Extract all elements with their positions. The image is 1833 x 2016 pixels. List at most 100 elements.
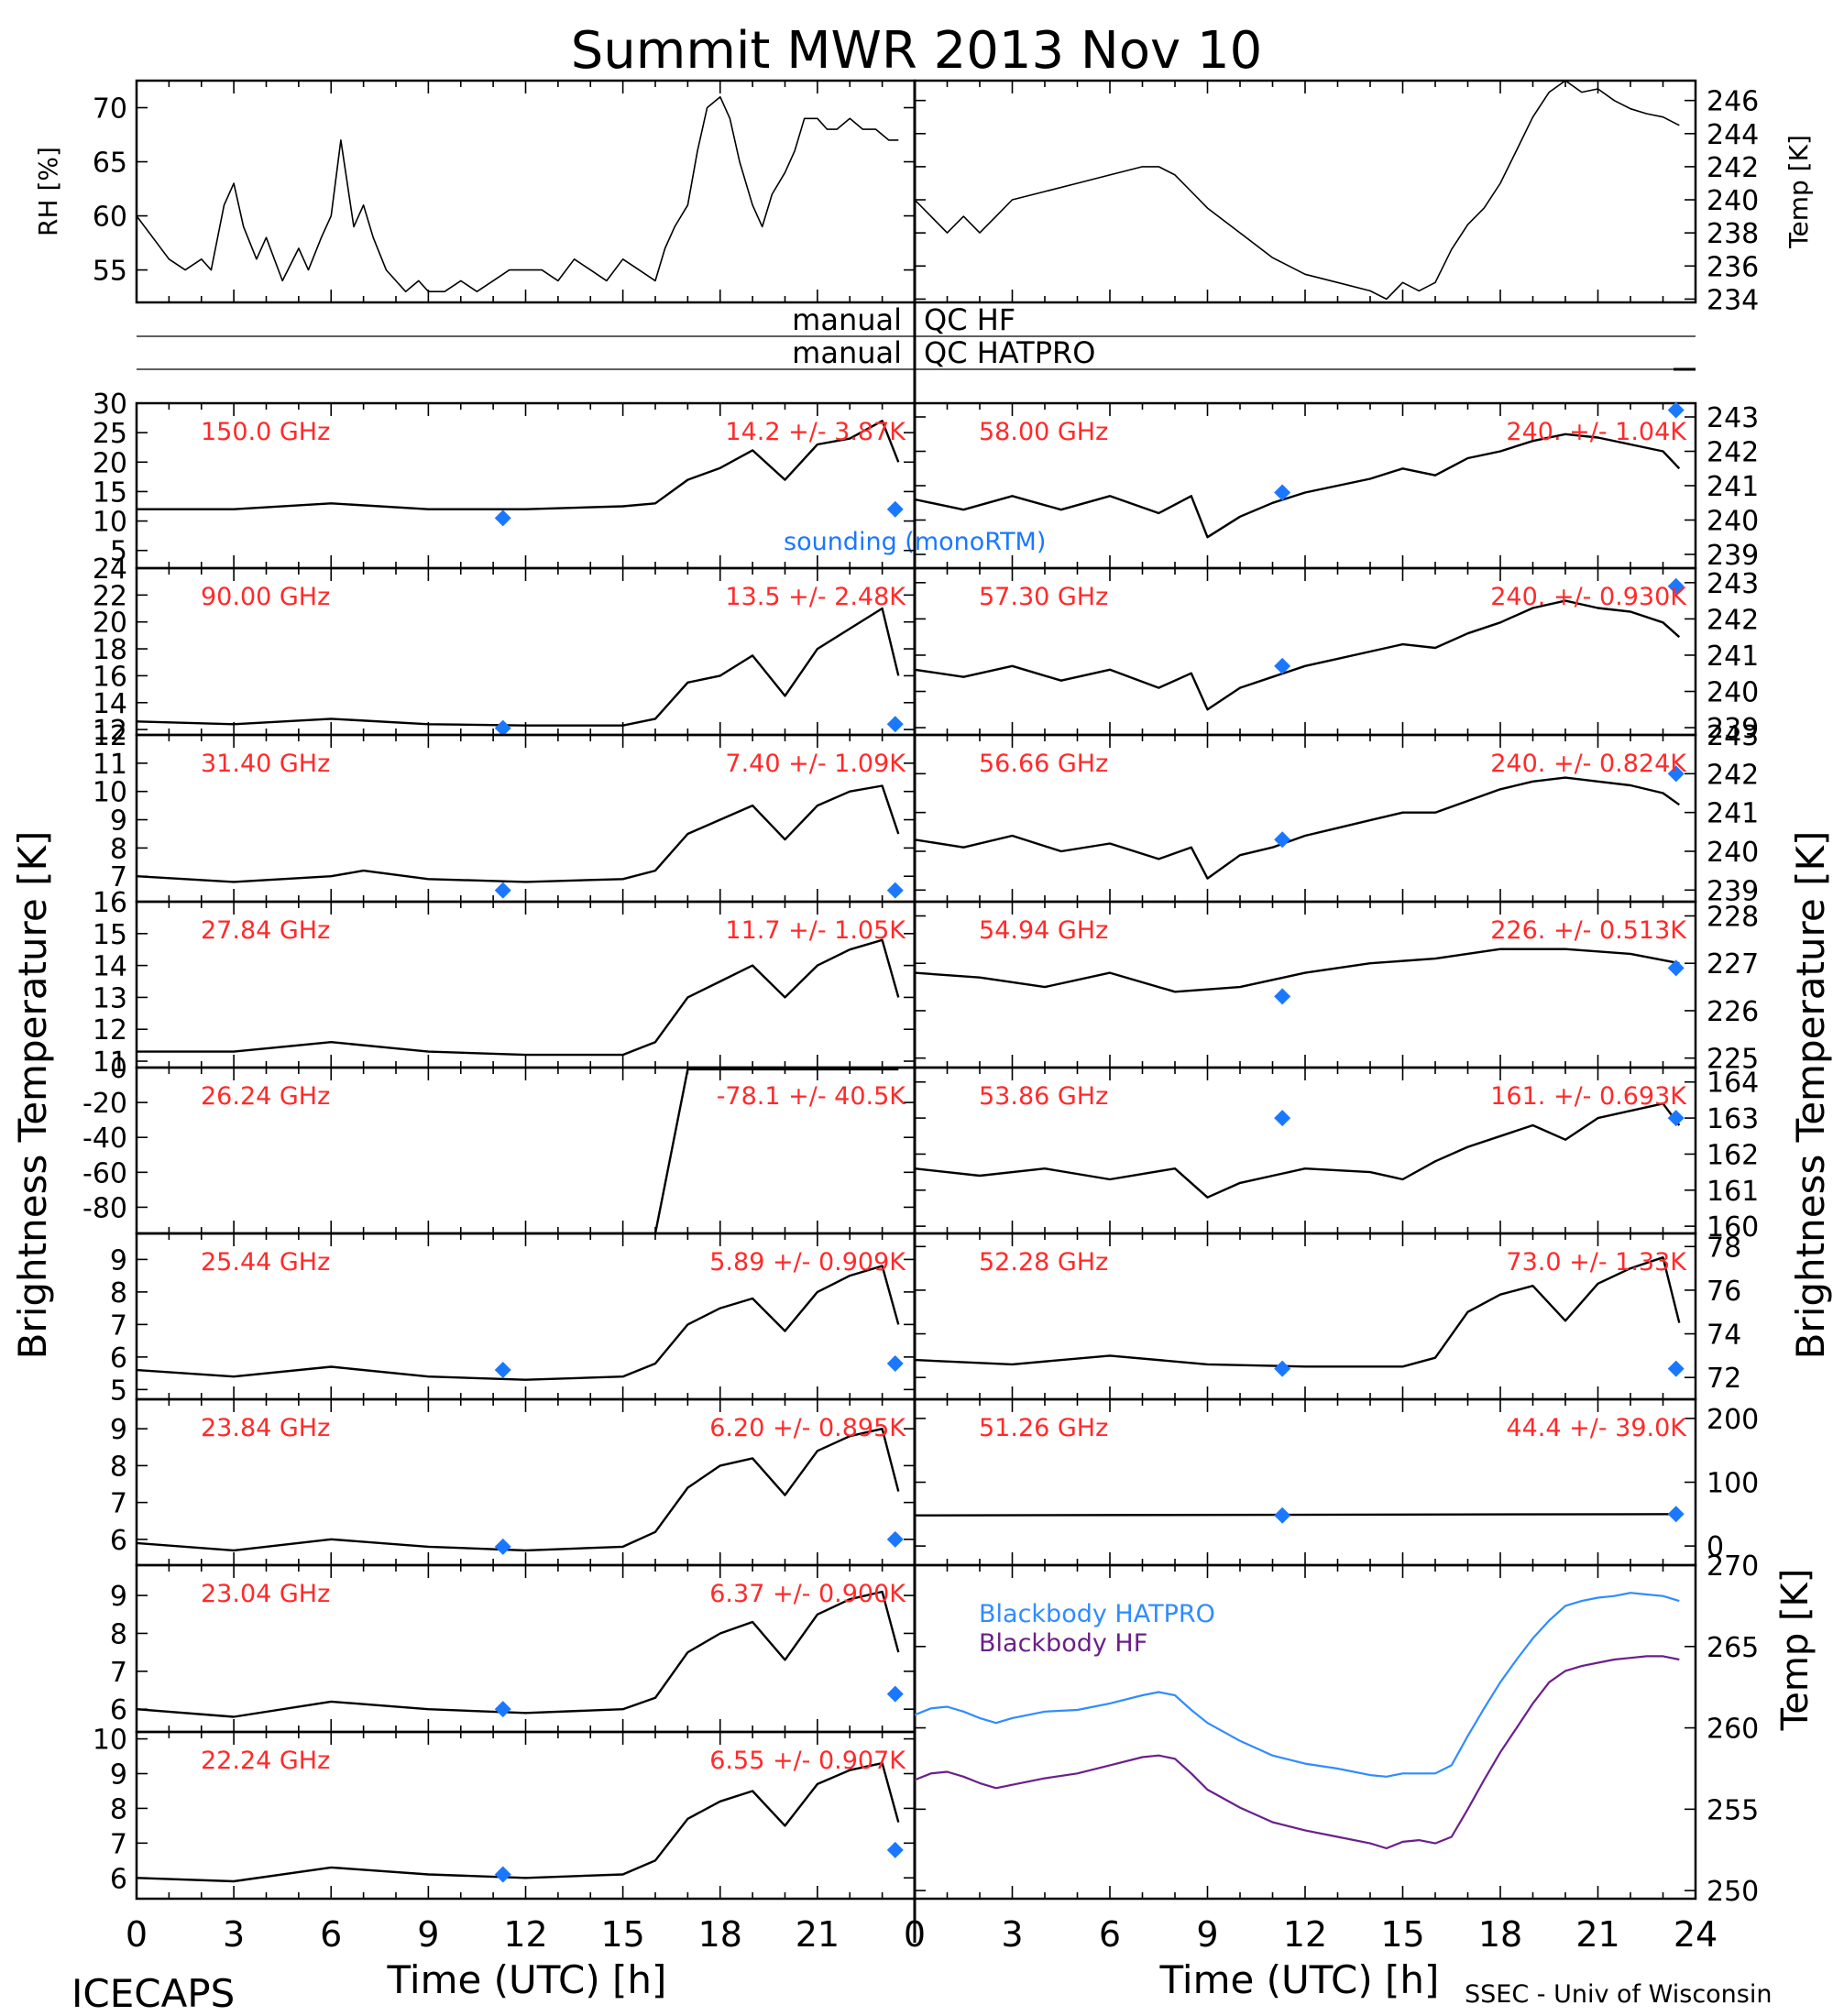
channel-right-5-ytick-label: 78 xyxy=(1707,1232,1741,1264)
channel-right-2-stat-label: 240. +/- 0.824K xyxy=(1490,750,1687,778)
x-tick-label-left: 0 xyxy=(126,1914,148,1955)
channel-right-5-panel: 72 74 76 78 52.28 GHz 73.0 +/- 1.33K xyxy=(913,1232,1741,1401)
channel-right-4-ytick-label: 162 xyxy=(1707,1139,1759,1171)
channel-right-1-series-line xyxy=(914,599,1681,711)
channel-left-5-freq-label: 25.44 GHz xyxy=(201,1248,330,1276)
x-tick-label-right: 24 xyxy=(1674,1914,1718,1955)
channel-left-1-ytick-label: 18 xyxy=(93,634,127,666)
channel-right-0-series-line xyxy=(914,433,1681,539)
channel-right-3-ytick-label: 228 xyxy=(1707,902,1759,934)
rh-ytick-label: 65 xyxy=(93,148,127,180)
channel-left-7-series-line xyxy=(136,1590,900,1718)
channel-left-8-ytick-label: 8 xyxy=(110,1793,127,1825)
temp-series-line xyxy=(914,80,1680,301)
channel-left-1-sounding-marker xyxy=(886,716,904,733)
channel-left-2-ytick-label: 10 xyxy=(93,777,127,809)
figure-title: Summit MWR 2013 Nov 10 xyxy=(571,21,1263,81)
channel-right-0-ytick-label: 240 xyxy=(1707,506,1759,538)
channel-right-2-ytick-label: 241 xyxy=(1707,798,1759,830)
qc-hatpro-label: QC HATPRO xyxy=(924,335,1095,370)
x-tick-label-left: 6 xyxy=(320,1914,342,1955)
channel-right-0-ytick-label: 241 xyxy=(1707,471,1759,503)
qc-manual-hf: manual xyxy=(792,302,902,337)
channel-right-6-ytick-label: 0 xyxy=(1707,1531,1724,1563)
channel-right-4-sounding-marker xyxy=(1274,1110,1291,1127)
channel-right-4-ytick-label: 160 xyxy=(1707,1211,1759,1244)
rh-ytick-label: 70 xyxy=(93,93,127,126)
channel-left-5-ytick-label: 7 xyxy=(110,1309,127,1342)
channel-right-3-series-line xyxy=(914,948,1680,993)
channel-left-1-series-line xyxy=(136,607,900,727)
channel-right-1-stat-label: 240. +/- 0.930K xyxy=(1490,583,1687,611)
blackbody-ytick-label: 260 xyxy=(1707,1714,1759,1746)
channel-left-7-ytick-label: 7 xyxy=(110,1657,127,1689)
channel-left-8-sounding-marker xyxy=(886,1841,904,1858)
rh-panel: 55 60 65 70 RH [%] xyxy=(33,79,916,304)
channel-left-5-ytick-label: 8 xyxy=(110,1277,127,1309)
channel-right-0-ytick-label: 239 xyxy=(1707,540,1759,572)
x-tick-labels: 0 0 3 3 6 6 9 9 12 12 15 15 18 18 21 21 24 xyxy=(126,1914,1718,1955)
channel-left-6-ytick-label: 6 xyxy=(110,1525,127,1557)
channel-left-1-ytick-label: 12 xyxy=(93,715,127,747)
channel-right-1-ytick-label: 239 xyxy=(1707,713,1759,745)
channel-right-4-ytick-label: 161 xyxy=(1707,1176,1759,1208)
channel-left-4-ytick-label: -60 xyxy=(82,1157,127,1189)
channel-right-2-freq-label: 56.66 GHz xyxy=(979,750,1108,778)
channel-left-8-series-line xyxy=(136,1761,900,1883)
channel-right-3-sounding-marker xyxy=(1667,959,1685,977)
blackbody-ytick-label: 250 xyxy=(1707,1876,1759,1908)
channel-left-0-ytick-label: 10 xyxy=(93,507,127,539)
channel-left-3-ytick-label: 13 xyxy=(93,982,127,1014)
temp-frame xyxy=(913,79,1697,304)
channel-left-5-sounding-marker xyxy=(494,1362,511,1379)
channel-right-5-sounding-marker xyxy=(1667,1360,1685,1377)
channel-left-1-ytick-label: 14 xyxy=(93,688,127,720)
channel-right-5-stat-label: 73.0 +/- 1.33K xyxy=(1506,1248,1687,1276)
channel-left-2-ytick-label: 9 xyxy=(110,805,127,838)
channel-right-1-ytick-label: 243 xyxy=(1707,568,1759,600)
x-tick-label-right: 0 xyxy=(904,1914,926,1955)
channel-right-4-sounding-marker xyxy=(1667,1110,1685,1127)
channel-left-8-ytick-label: 10 xyxy=(93,1725,127,1757)
channel-right-4-ytick-label: 164 xyxy=(1707,1068,1759,1100)
channel-left-0-ytick-label: 20 xyxy=(93,447,127,479)
qc-hf-label: QC HF xyxy=(924,302,1015,337)
channel-left-2-sounding-marker xyxy=(886,882,904,899)
channel-left-6-series-line xyxy=(136,1428,900,1552)
temp-ytick-label: 244 xyxy=(1707,119,1759,151)
channel-left-4-stat-label: -78.1 +/- 40.5K xyxy=(717,1082,907,1111)
xlabel-left: Time (UTC) [h] xyxy=(387,1957,667,2002)
channel-right-3-freq-label: 54.94 GHz xyxy=(979,916,1108,945)
channel-right-4-freq-label: 53.86 GHz xyxy=(979,1082,1108,1111)
channel-right-6-series-line xyxy=(914,1513,1680,1517)
channel-left-5-ytick-label: 9 xyxy=(110,1244,127,1276)
rh-ytick-label: 55 xyxy=(93,256,127,288)
channel-right-2-ytick-label: 242 xyxy=(1707,759,1759,791)
x-tick-label-right: 12 xyxy=(1283,1914,1327,1955)
channel-left-1-ytick-label: 20 xyxy=(93,608,127,640)
channel-left-4-ytick-label: 0 xyxy=(110,1053,127,1085)
channel-right-0-freq-label: 58.00 GHz xyxy=(979,418,1108,446)
channel-left-8-ytick-label: 7 xyxy=(110,1828,127,1860)
blackbody-legend-label: Blackbody HF xyxy=(979,1629,1147,1658)
channel-left-3-ytick-label: 11 xyxy=(93,1046,127,1079)
blackbody-panel: 250 255 260 265 270 Blackbody HATPROBlackbody… xyxy=(913,1550,1817,1908)
channel-left-0-ytick-label: 25 xyxy=(93,418,127,450)
channel-left-3-ytick-label: 15 xyxy=(93,919,127,951)
channel-left-7-ytick-label: 8 xyxy=(110,1618,127,1650)
channel-left-0-series-line xyxy=(137,420,900,510)
channel-left-3-ytick-label: 12 xyxy=(93,1014,127,1046)
channel-left-3-stat-label: 11.7 +/- 1.05K xyxy=(725,916,906,945)
channel-right-5-sounding-marker xyxy=(1274,1360,1291,1377)
channel-left-2-freq-label: 31.40 GHz xyxy=(201,750,330,778)
rh-frame xyxy=(135,79,916,304)
channel-left-3-ytick-label: 16 xyxy=(93,887,127,919)
channel-left-1-freq-label: 90.00 GHz xyxy=(201,583,330,611)
